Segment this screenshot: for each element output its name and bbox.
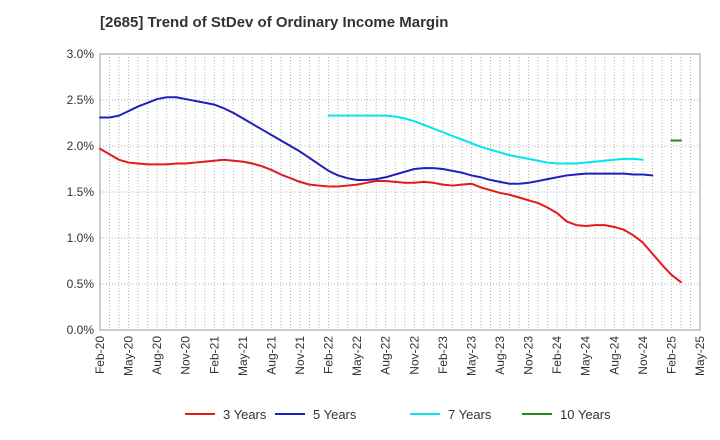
- x-tick-label: May-22: [350, 336, 364, 376]
- x-tick-label: Feb-21: [207, 336, 221, 374]
- axes: 0.0% 0.5% 1.0% 1.5% 2.0% 2.5% 3.0% Feb-20 May-20…: [67, 47, 707, 376]
- x-tick-label: May-25: [693, 336, 707, 376]
- y-tick-label: 3.0%: [67, 47, 95, 61]
- x-tick-label: Feb-25: [664, 336, 678, 374]
- x-tick-label: Aug-20: [150, 336, 164, 375]
- x-tick-label: Aug-21: [264, 336, 278, 375]
- x-tick-label: Aug-22: [379, 336, 393, 375]
- legend-label: 5 Years: [313, 407, 357, 422]
- legend-label: 10 Years: [560, 407, 611, 422]
- y-tick-label: 2.0%: [67, 139, 95, 153]
- x-tick-label: Feb-20: [93, 336, 107, 374]
- y-tick-label: 2.5%: [67, 93, 95, 107]
- series-lines: [99, 96, 682, 284]
- y-tick-label: 0.0%: [67, 323, 95, 337]
- chart-title: [2685] Trend of StDev of Ordinary Income…: [100, 14, 449, 31]
- x-tick-label: Nov-20: [179, 336, 193, 375]
- series-line-3-years: [99, 147, 682, 284]
- grid: [100, 54, 700, 330]
- y-tick-label: 0.5%: [67, 277, 95, 291]
- series-line-5-years: [99, 96, 654, 185]
- x-tick-label: Feb-22: [322, 336, 336, 374]
- x-tick-label: Feb-23: [436, 336, 450, 374]
- y-tick-label: 1.5%: [67, 185, 95, 199]
- x-tick-label: May-23: [464, 336, 478, 376]
- plot-frame: [99, 53, 701, 331]
- y-tick-label: 1.0%: [67, 231, 95, 245]
- x-tick-label: May-20: [122, 336, 136, 376]
- x-tick-label: Aug-24: [607, 336, 621, 375]
- legend-label: 7 Years: [448, 407, 492, 422]
- legend: 3 Years 5 Years 7 Years 10 Years: [185, 407, 611, 422]
- x-tick-label: May-21: [236, 336, 250, 376]
- x-tick-label: May-24: [579, 336, 593, 376]
- x-tick-label: Aug-23: [493, 336, 507, 375]
- x-tick-label: Nov-21: [293, 336, 307, 375]
- x-tick-label: Nov-22: [407, 336, 421, 375]
- x-tick-label: Nov-24: [636, 336, 650, 375]
- x-tick-label: Nov-23: [522, 336, 536, 375]
- x-tick-label: Feb-24: [550, 336, 564, 374]
- legend-label: 3 Years: [223, 407, 267, 422]
- series-line-7-years: [327, 114, 644, 165]
